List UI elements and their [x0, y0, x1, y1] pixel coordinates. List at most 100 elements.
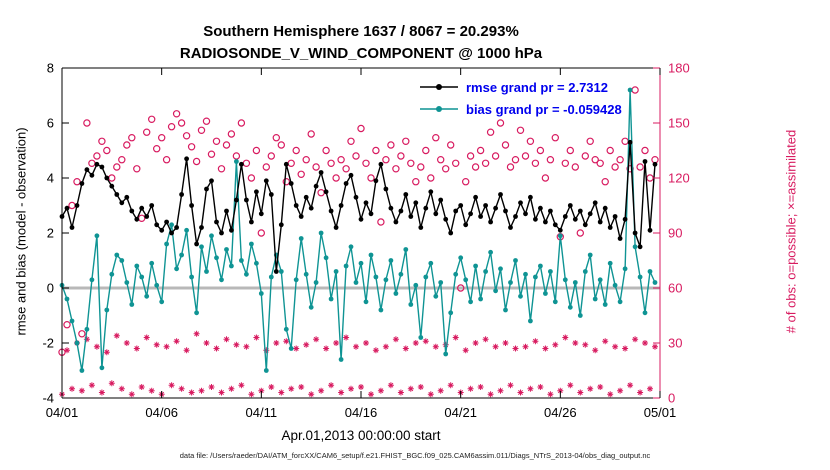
bias-line-marker — [159, 299, 165, 305]
rmse-line-marker — [528, 194, 533, 200]
bias-line-marker — [388, 258, 394, 263]
possible-marker — [103, 146, 111, 155]
bias-line-marker — [363, 299, 369, 305]
possible-marker — [302, 155, 310, 164]
rmse-line-marker — [557, 227, 563, 233]
possible-marker — [187, 143, 196, 151]
assimilated-marker — [482, 336, 489, 343]
rmse-line-marker — [602, 205, 608, 211]
bias-line-marker — [413, 282, 419, 288]
left-tick-label: 6 — [47, 116, 54, 131]
rmse-line-marker — [627, 139, 633, 145]
possible-marker — [392, 165, 400, 173]
assimilated-marker — [422, 338, 429, 345]
bias-line-marker — [303, 271, 309, 277]
rmse-line-marker — [453, 208, 459, 214]
bias-line-marker — [592, 296, 598, 302]
assimilated-marker — [472, 340, 479, 346]
assimilated-marker — [527, 385, 534, 392]
assimilated-marker — [407, 385, 414, 392]
rmse-line-marker — [204, 186, 209, 192]
x-tick-label: 04/16 — [345, 405, 378, 420]
possible-marker — [83, 119, 91, 127]
bias-line-marker — [114, 252, 120, 258]
bias-line-marker — [184, 227, 190, 233]
possible-marker — [252, 146, 261, 155]
possible-marker — [506, 163, 515, 171]
assimilated-marker — [69, 385, 75, 392]
bias-line-marker — [129, 302, 135, 307]
rmse-line-marker — [632, 230, 638, 236]
assimilated-marker — [557, 387, 564, 394]
bias-line-marker — [169, 222, 175, 228]
rmse-line-marker — [478, 214, 483, 219]
rmse-line-marker — [587, 211, 593, 217]
possible-marker — [576, 229, 585, 237]
possible-marker — [152, 144, 161, 153]
possible-marker — [486, 128, 495, 136]
assimilated-marker — [278, 389, 285, 396]
rmse-line-marker — [124, 194, 130, 200]
bias-line-marker — [99, 365, 105, 371]
rmse-line-marker — [353, 194, 359, 200]
rmse-line-marker — [582, 222, 588, 228]
rmse-line-marker — [229, 227, 234, 233]
possible-marker — [437, 155, 445, 164]
rmse-line-marker — [184, 156, 190, 162]
right-tick-label: 180 — [668, 61, 690, 76]
possible-marker — [362, 159, 370, 167]
possible-marker — [581, 152, 590, 160]
assimilated-marker — [128, 391, 135, 398]
possible-marker — [78, 330, 86, 338]
rmse-line-marker — [488, 219, 493, 225]
bias-line-marker — [473, 263, 478, 269]
possible-marker — [167, 122, 176, 131]
assimilated-marker — [213, 345, 220, 352]
possible-marker — [481, 159, 490, 167]
bias-line-marker — [468, 299, 473, 305]
possible-marker — [442, 165, 450, 173]
possible-marker — [432, 133, 440, 142]
assimilated-marker — [193, 330, 200, 337]
rmse-line-marker — [209, 178, 214, 184]
possible-marker — [501, 141, 510, 149]
rmse-line-marker — [642, 159, 648, 164]
assimilated-marker — [487, 391, 494, 398]
assimilated-marker — [547, 391, 554, 398]
possible-marker — [172, 110, 181, 118]
assimilated-marker — [587, 385, 594, 392]
assimilated-marker — [377, 387, 384, 394]
possible-marker — [402, 137, 410, 145]
assimilated-marker — [153, 341, 160, 348]
y-axis-label-left: rmse and bias (model - observation) — [13, 127, 29, 336]
right-tick-label: 120 — [668, 171, 690, 186]
rmse-line-marker — [383, 186, 389, 192]
bias-line-marker — [548, 269, 553, 274]
assimilated-marker — [502, 340, 509, 346]
assimilated-marker — [303, 341, 310, 348]
possible-marker — [282, 177, 290, 186]
bias-line-marker — [398, 271, 404, 277]
rmse-line-marker — [308, 205, 314, 211]
possible-marker — [367, 174, 375, 182]
rmse-line-marker — [617, 236, 623, 241]
rmse-line-marker — [552, 222, 558, 228]
assimilated-marker — [208, 384, 215, 390]
possible-marker — [257, 229, 265, 237]
bias-line-marker — [637, 274, 643, 280]
bias-line-marker — [353, 280, 359, 285]
possible-marker — [586, 137, 594, 145]
bias-line-marker — [343, 263, 349, 269]
possible-marker — [621, 137, 629, 145]
bias-line-marker — [254, 260, 259, 266]
assimilated-marker — [343, 334, 350, 341]
possible-marker — [157, 133, 166, 142]
possible-marker — [646, 174, 654, 182]
possible-marker — [347, 137, 355, 145]
possible-marker — [317, 188, 325, 197]
x-tick-label: 04/26 — [544, 405, 577, 420]
chart-subtitle: RADIOSONDE_V_WIND_COMPONENT @ 1000 hPa — [179, 45, 543, 62]
bias-line-marker — [298, 236, 304, 241]
bias-line-marker — [204, 269, 209, 274]
